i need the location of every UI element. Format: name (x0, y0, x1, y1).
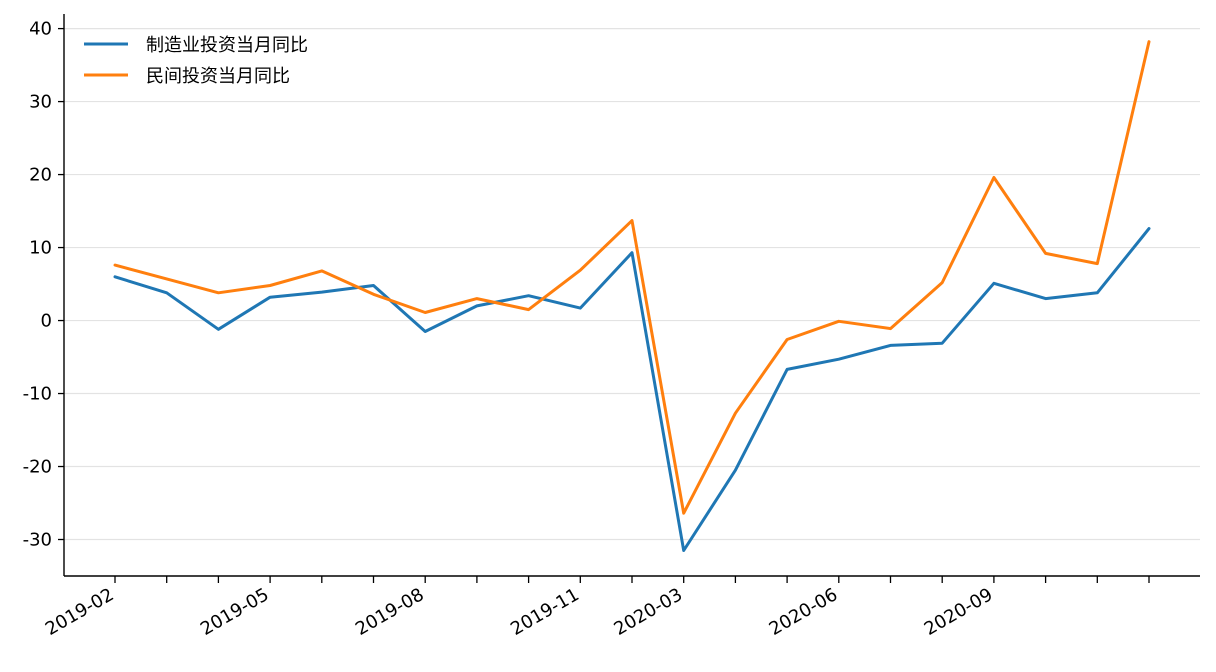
series-line-private (113, 40, 1151, 515)
y-tick-label: 0 (41, 311, 52, 332)
y-tick-label: 20 (29, 165, 52, 186)
gridlines (64, 27, 1200, 541)
legend-label-private: 民间投资当月同比 (146, 66, 290, 87)
series-lines (113, 40, 1151, 552)
axes: -30 -20 -10 0 10 20 30 40 2019-02 2019-05 2019-08 2… (23, 14, 1200, 640)
legend: 制造业投资当月同比 民间投资当月同比 (84, 35, 308, 87)
y-tick-label: 40 (29, 19, 52, 40)
x-tick-label: 2020-09 (921, 584, 997, 640)
y-tick-label: 10 (29, 238, 52, 259)
y-tick-label: -30 (23, 530, 52, 551)
legend-label-manufacturing: 制造业投资当月同比 (146, 35, 308, 56)
x-tick-label: 2019-02 (42, 584, 118, 640)
y-tick-label: -20 (23, 457, 52, 478)
y-tick-label: 30 (29, 92, 52, 113)
x-tick-label: 2020-06 (766, 584, 842, 640)
x-tick-label: 2019-05 (197, 584, 273, 640)
x-tick-label: 2019-08 (352, 584, 428, 640)
x-tick-label: 2020-03 (611, 584, 687, 640)
series-line-manufacturing (113, 227, 1151, 552)
y-tick-label: -10 (23, 384, 52, 405)
x-tick-label: 2019-11 (507, 584, 583, 640)
